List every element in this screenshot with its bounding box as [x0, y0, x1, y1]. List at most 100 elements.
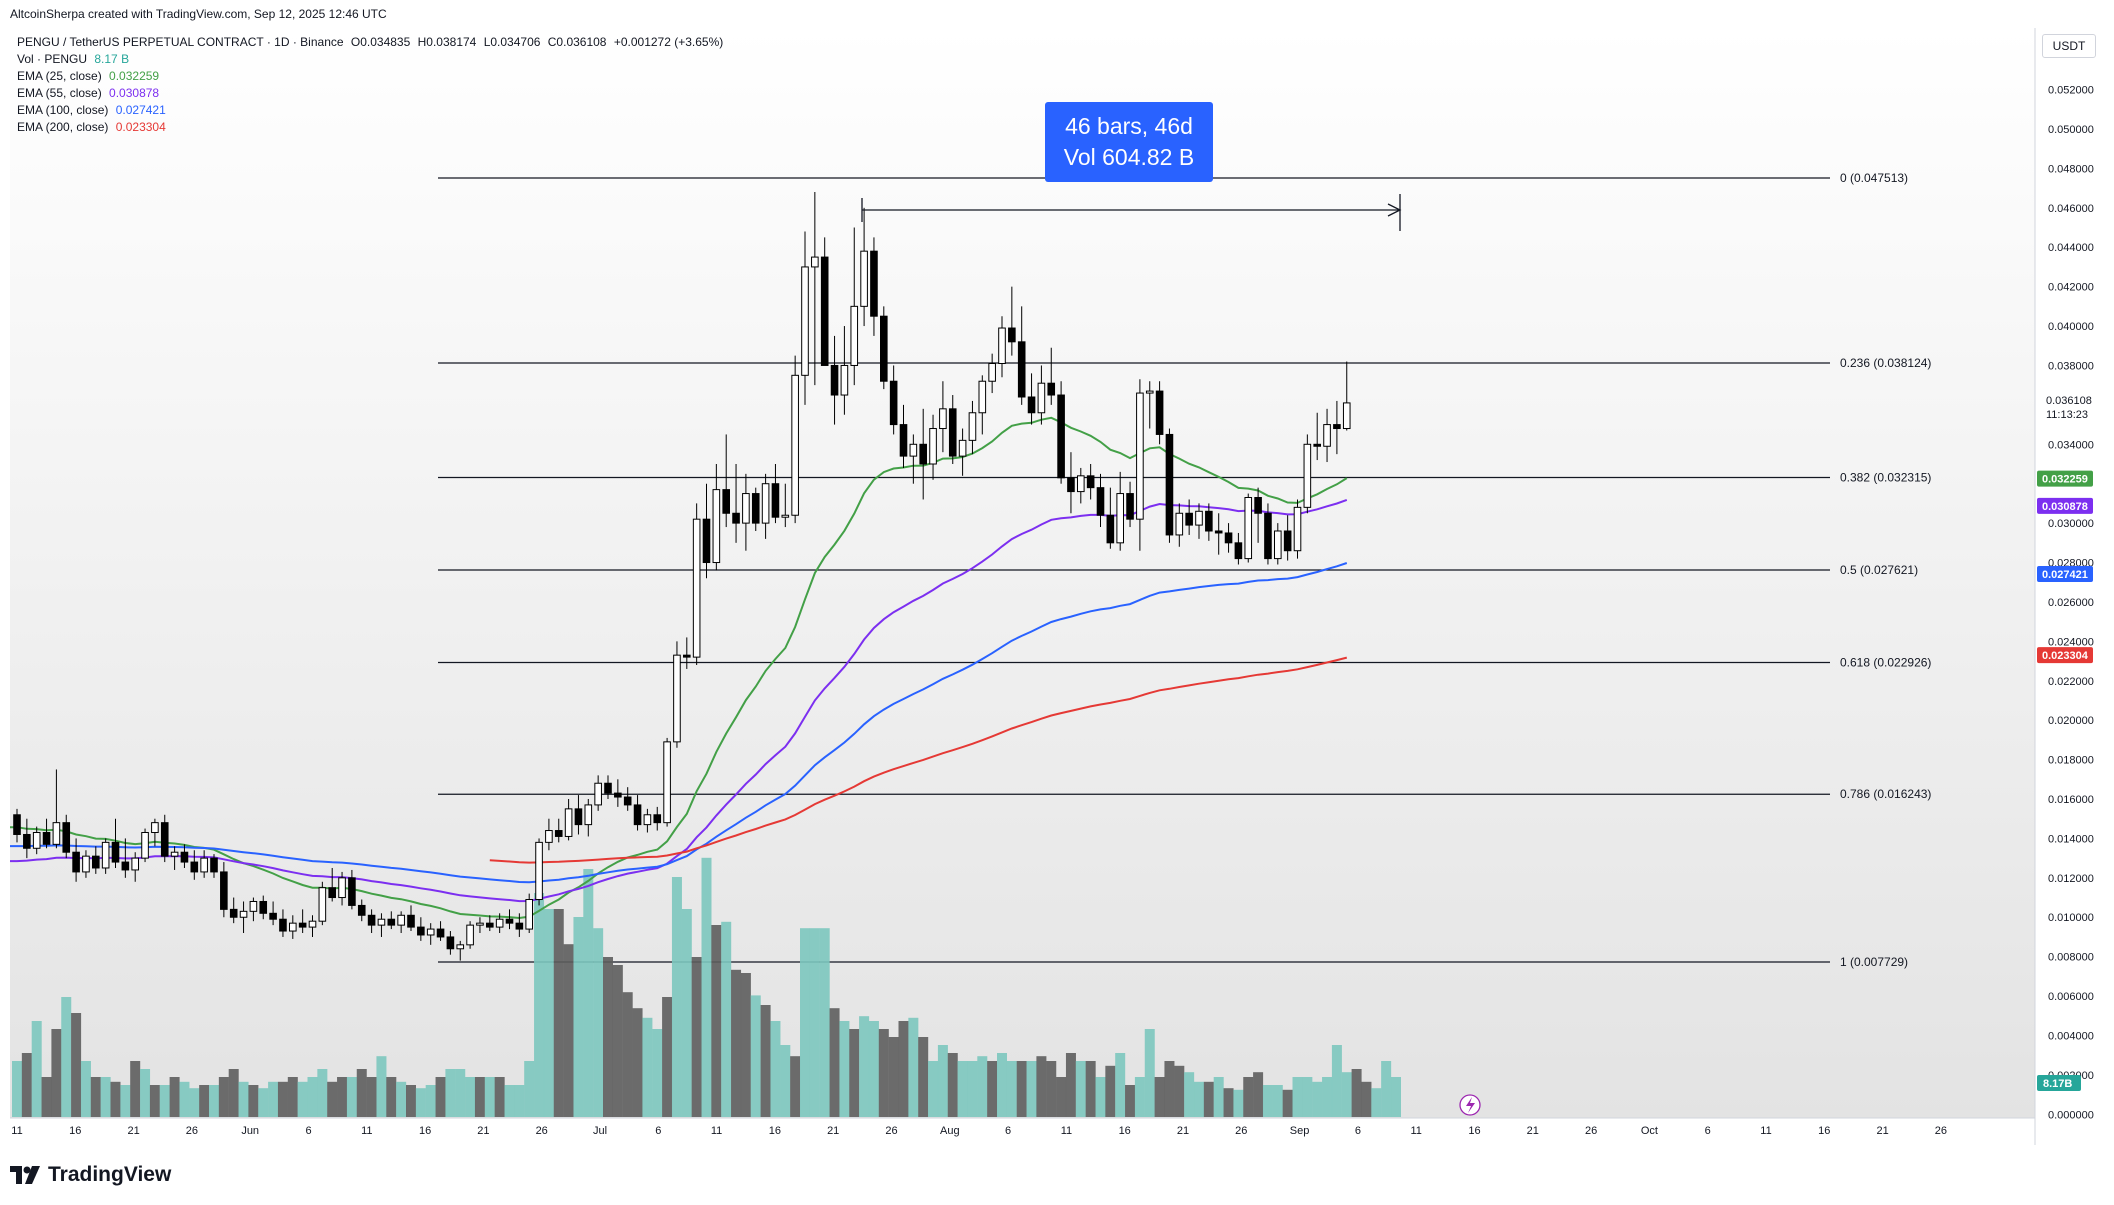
date-price-range-box[interactable]: 46 bars, 46d Vol 604.82 B: [1045, 102, 1213, 182]
candle-body: [348, 877, 356, 906]
candle-body: [1185, 512, 1193, 526]
volume-bar: [652, 1029, 663, 1117]
time-axis[interactable]: 11 16 21 26 Jun 6 11 16 21 26 Jul 6 11 16 21 26 Aug 6 11 16…: [11, 1125, 1947, 1137]
volume-bar: [790, 1056, 801, 1117]
candle-body: [495, 918, 504, 928]
candle-body: [436, 928, 445, 938]
candle-body: [574, 808, 583, 826]
volume-bar: [1105, 1065, 1116, 1117]
currency-unit-button[interactable]: USDT: [2042, 34, 2096, 58]
candle-body: [407, 914, 415, 928]
time-tick-label: 11: [361, 1125, 372, 1137]
candle-body: [604, 782, 612, 794]
candle-body: [1323, 424, 1331, 447]
candle-body: [318, 887, 327, 922]
volume-bar: [809, 928, 820, 1117]
candle-body: [791, 374, 799, 516]
candle-body: [1224, 532, 1233, 544]
time-tick-label: 16: [1468, 1125, 1480, 1137]
ema200-legend-row[interactable]: EMA (200, close) 0.023304: [17, 119, 727, 136]
symbol-ohlc-row: PENGU / TetherUS PERPETUAL CONTRACT · 1D…: [17, 34, 727, 51]
price-axis[interactable]: 0.052000 0.050000 0.048000 0.046000 0.044000…: [2037, 85, 2094, 1122]
volume-bar: [90, 1077, 101, 1117]
ema-price-badge: [2037, 497, 2093, 514]
volume-bar: [189, 1088, 200, 1117]
candle-body: [732, 512, 740, 524]
time-tick-label: 26: [1935, 1125, 1947, 1137]
time-tick-label: 6: [1355, 1125, 1361, 1137]
candle-body: [939, 408, 947, 430]
volume-badge: [2037, 1075, 2081, 1091]
volume-bar: [435, 1077, 446, 1117]
close-value: C0.036108: [547, 35, 607, 49]
volume-bar: [12, 1061, 22, 1117]
volume-bar: [1154, 1077, 1165, 1117]
candle-body: [751, 493, 760, 524]
time-tick-label: 26: [1235, 1125, 1247, 1137]
candle-body: [229, 908, 238, 918]
volume-bar: [1312, 1081, 1323, 1117]
volume-legend-row[interactable]: Vol · PENGU 8.17 B: [17, 51, 727, 68]
bar-countdown-label: 11:13:23: [2046, 409, 2088, 421]
price-chart[interactable]: 0 (0.047513) 0.236 (0.038124) 0.382 (0.032…: [0, 0, 2114, 1150]
volume-bar: [878, 1029, 889, 1117]
volume-bar: [1371, 1088, 1382, 1117]
ema200-line: [489, 656, 1348, 864]
tradingview-logo[interactable]: TradingView: [10, 1162, 171, 1188]
volume-bar: [100, 1077, 111, 1117]
volume-bar: [1322, 1077, 1333, 1117]
candle-body: [850, 305, 859, 366]
fib-level-label: 0.786 (0.016243): [1840, 787, 1931, 801]
price-tick-label: 0.022000: [2048, 676, 2094, 688]
candle-body: [535, 841, 543, 901]
symbol-title[interactable]: PENGU / TetherUS PERPETUAL CONTRACT · 1D…: [17, 35, 344, 49]
ema100-legend-row[interactable]: EMA (100, close) 0.027421: [17, 102, 727, 119]
chart-legend: PENGU / TetherUS PERPETUAL CONTRACT · 1D…: [17, 34, 727, 136]
volume-bar: [179, 1081, 190, 1117]
volume-bar: [228, 1069, 239, 1117]
open-value: O0.034835: [350, 35, 411, 49]
volume-bar: [110, 1081, 121, 1117]
volume-bar: [622, 992, 633, 1117]
candle-body: [801, 266, 809, 376]
measure-bars-text: 46 bars, 46d: [1065, 113, 1193, 139]
volume-bar: [731, 969, 742, 1117]
candle-body: [1145, 390, 1154, 394]
candle-body: [1303, 443, 1312, 508]
candle-body: [387, 918, 396, 926]
candle-body: [1136, 392, 1144, 520]
replay-icon[interactable]: [1459, 1094, 1481, 1116]
volume-bar: [41, 1077, 52, 1117]
date-range-arrow[interactable]: [861, 194, 1402, 231]
volume-bar: [51, 1029, 62, 1117]
candle-body: [1165, 433, 1174, 536]
volume-bar: [1075, 1061, 1086, 1117]
ema55-legend-row[interactable]: EMA (55, close) 0.030878: [17, 85, 727, 102]
volume-bar: [425, 1085, 436, 1117]
fib-level-label: 0.382 (0.032315): [1840, 470, 1931, 484]
candle-body: [1214, 530, 1223, 534]
volume-bar: [1125, 1085, 1136, 1117]
candle-body: [486, 922, 494, 928]
volume-bar: [662, 997, 673, 1117]
candle-body: [1205, 510, 1213, 532]
volume-bar: [829, 1008, 840, 1117]
ema25-legend-row[interactable]: EMA (25, close) 0.032259: [17, 68, 727, 85]
volume-bar: [1095, 1077, 1106, 1117]
volume-bar: [1065, 1053, 1076, 1117]
volume-bar: [120, 1085, 131, 1117]
candle-body: [446, 936, 455, 950]
price-tick-label: 0.034000: [2048, 439, 2094, 451]
candle-body: [1274, 530, 1282, 560]
volume-bar: [238, 1081, 249, 1117]
price-tick-label: 0.014000: [2048, 833, 2094, 845]
candle-body: [1067, 477, 1075, 493]
candle-body: [1008, 327, 1016, 343]
volume-bar: [130, 1061, 141, 1117]
candle-body: [1155, 390, 1164, 435]
volume-bar: [386, 1077, 397, 1117]
ema-price-badge-label: 0.032259: [2042, 474, 2088, 486]
volume-bar: [563, 944, 574, 1117]
price-tick-label: 0.010000: [2048, 912, 2094, 924]
time-tick-label: 6: [655, 1125, 661, 1137]
